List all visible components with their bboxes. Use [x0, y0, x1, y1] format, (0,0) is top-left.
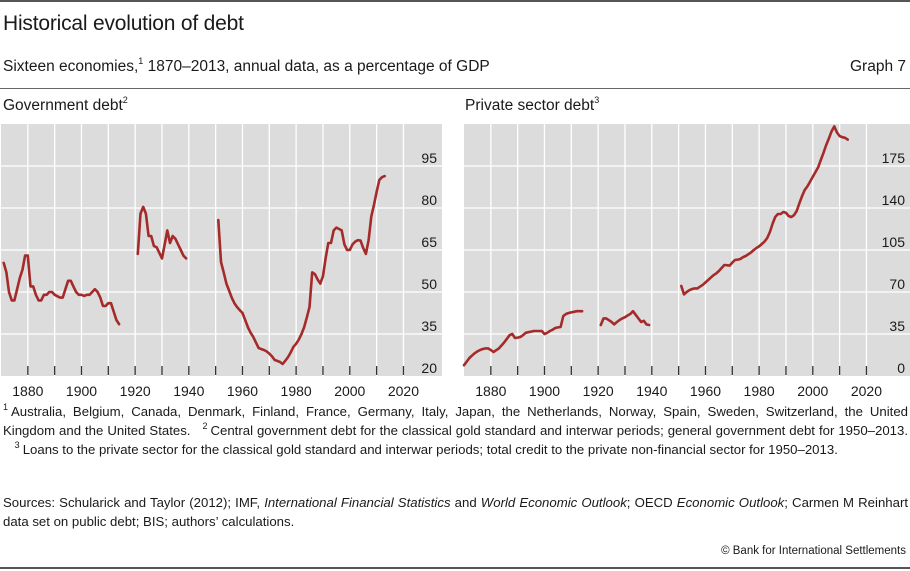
subtitle-text-pre: Sixteen economies, — [3, 58, 139, 75]
y-tick-label: 70 — [889, 276, 905, 292]
y-tick-label: 140 — [882, 192, 906, 208]
x-tick-label: 1880 — [475, 383, 506, 399]
x-tick-label: 1960 — [690, 383, 721, 399]
series-line-segment — [2, 254, 121, 326]
footnote-2-mark: 2 — [202, 421, 208, 431]
x-tick-label: 1940 — [636, 383, 667, 399]
x-tick-label: 1980 — [281, 383, 312, 399]
source-ifs: International Financial Statistics — [264, 495, 451, 510]
private-debt-panel: 0 35 70 105 140 175 1880 1900 1920 1940 1960 1980 20… — [462, 124, 910, 399]
footnote-1-mark: 1 — [3, 402, 9, 412]
x-tick-label: 1940 — [173, 383, 204, 399]
footnote-1: Australia, Belgium, Canada, Denmark, Fin… — [3, 404, 908, 438]
y-tick-label: 80 — [421, 192, 437, 208]
footnote-2: Central government debt for the classica… — [210, 423, 908, 438]
panel-title-footnote-mark: 3 — [594, 95, 600, 105]
footnote-3: Loans to the private sector for the clas… — [22, 442, 838, 457]
panel-title-private-debt: Private sector debt3 — [465, 95, 600, 115]
footnote-3-mark: 3 — [14, 440, 20, 450]
x-tick-label: 1980 — [744, 383, 775, 399]
x-tick-label: 1920 — [583, 383, 614, 399]
x-tick-label: 2020 — [388, 383, 419, 399]
chart-title: Historical evolution of debt — [3, 12, 244, 35]
y-tick-label: 50 — [421, 276, 437, 292]
x-tick-label: 1900 — [529, 383, 560, 399]
series-line-segment — [217, 174, 386, 366]
x-tick-label: 2000 — [334, 383, 365, 399]
y-tick-label: 20 — [421, 360, 437, 376]
header-rule — [0, 88, 910, 89]
copyright: © Bank for International Settlements — [721, 545, 906, 557]
series-line-segment — [680, 125, 849, 296]
graph-number: Graph 7 — [849, 58, 906, 75]
source-oecd-eo: Economic Outlook — [676, 495, 785, 510]
y-tick-label: 35 — [421, 318, 437, 334]
top-rule — [0, 0, 910, 2]
footnotes: 1 Australia, Belgium, Canada, Denmark, Fi… — [3, 402, 908, 459]
series-line-segment — [136, 205, 188, 260]
source-weo: World Economic Outlook — [480, 495, 627, 510]
series-line-segment — [599, 309, 651, 327]
sources-text: ; OECD — [626, 495, 677, 510]
sources-text: and — [450, 495, 481, 510]
series-line-segment — [462, 309, 584, 367]
sources: Sources: Schularick and Taylor (2012); I… — [3, 493, 908, 531]
panel-title-text: Government debt — [3, 97, 123, 114]
x-tick-label: 2000 — [797, 383, 828, 399]
panel-title-text: Private sector debt — [465, 97, 595, 114]
x-tick-label: 1900 — [66, 383, 97, 399]
y-tick-label: 105 — [882, 234, 906, 250]
bottom-rule — [0, 567, 910, 569]
panel-title-government-debt: Government debt2 — [3, 95, 128, 115]
x-tick-label: 1880 — [12, 383, 43, 399]
government-debt-panel: 20 35 50 65 80 95 1880 1900 1920 1940 1960 1980 2000… — [1, 124, 442, 399]
sources-text: Sources: Schularick and Taylor (2012); I… — [3, 495, 265, 510]
x-tick-label: 2020 — [851, 383, 882, 399]
y-tick-label: 95 — [421, 150, 437, 166]
sources-text: ; Carmen M Reinhart data set on public d… — [3, 495, 909, 529]
y-tick-label: 35 — [889, 318, 905, 334]
panel-title-footnote-mark: 2 — [122, 95, 128, 105]
y-tick-label: 175 — [882, 150, 906, 166]
y-tick-label: 0 — [897, 360, 905, 376]
y-tick-label: 65 — [421, 234, 437, 250]
subtitle-footnote-mark: 1 — [138, 56, 144, 66]
chart-subtitle: Sixteen economies,1 1870–2013, annual da… — [3, 56, 490, 76]
subtitle-text-post: 1870–2013, annual data, as a percentage … — [143, 58, 490, 75]
x-tick-label: 1920 — [120, 383, 151, 399]
x-tick-label: 1960 — [227, 383, 258, 399]
